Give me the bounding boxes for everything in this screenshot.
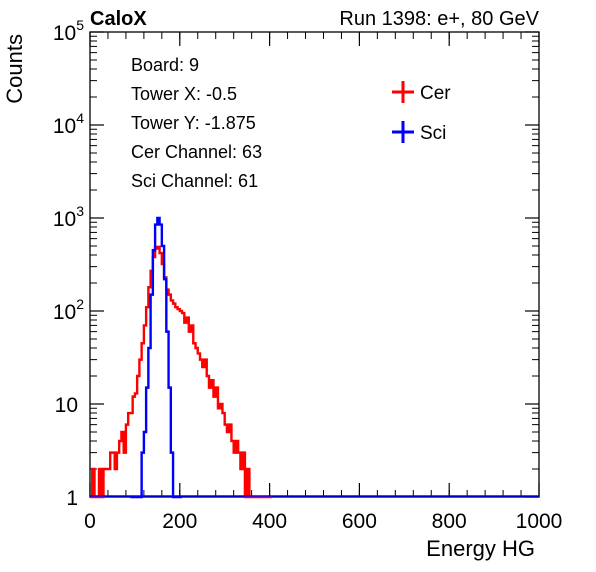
y-tick-label: 1 — [66, 487, 78, 510]
x-tick-label: 0 — [84, 510, 96, 533]
series-layer — [90, 216, 539, 499]
y-tick-label: 103 — [53, 203, 84, 231]
legend-marker-sci — [392, 121, 414, 143]
x-axis-title: Energy HG — [426, 536, 535, 561]
x-tick-label: 200 — [162, 510, 197, 533]
axis-ticks: 0 200 400 600 800 1000 1 10 102 103 104 105 — [53, 17, 563, 533]
x-tick-label: 1000 — [516, 510, 563, 533]
y-tick-label: 102 — [53, 296, 84, 324]
run-label: Run 1398: e+, 80 GeV — [339, 8, 539, 30]
info-cer-channel: Cer Channel: 63 — [131, 142, 262, 162]
y-tick-label: 10 — [55, 394, 78, 417]
y-tick-label: 105 — [53, 17, 84, 45]
info-tower-y: Tower Y: -1.875 — [131, 113, 256, 133]
x-tick-label: 600 — [342, 510, 377, 533]
experiment-label: CaloX — [90, 8, 147, 30]
legend-marker-cer — [392, 81, 414, 103]
info-sci-channel: Sci Channel: 61 — [131, 171, 258, 191]
series-line-sci — [130, 216, 183, 499]
y-axis-title: Counts — [2, 34, 27, 104]
legend: Cer Sci — [392, 81, 451, 144]
info-board: Board: 9 — [131, 55, 199, 75]
x-tick-label: 400 — [252, 510, 287, 533]
info-box: Board: 9 Tower X: -0.5 Tower Y: -1.875 C… — [131, 55, 262, 191]
info-tower-x: Tower X: -0.5 — [131, 84, 237, 104]
legend-label-cer: Cer — [420, 83, 451, 104]
series-line-cer — [90, 245, 272, 499]
x-tick-label: 800 — [432, 510, 467, 533]
legend-label-sci: Sci — [420, 123, 446, 144]
y-tick-label: 104 — [53, 110, 84, 138]
